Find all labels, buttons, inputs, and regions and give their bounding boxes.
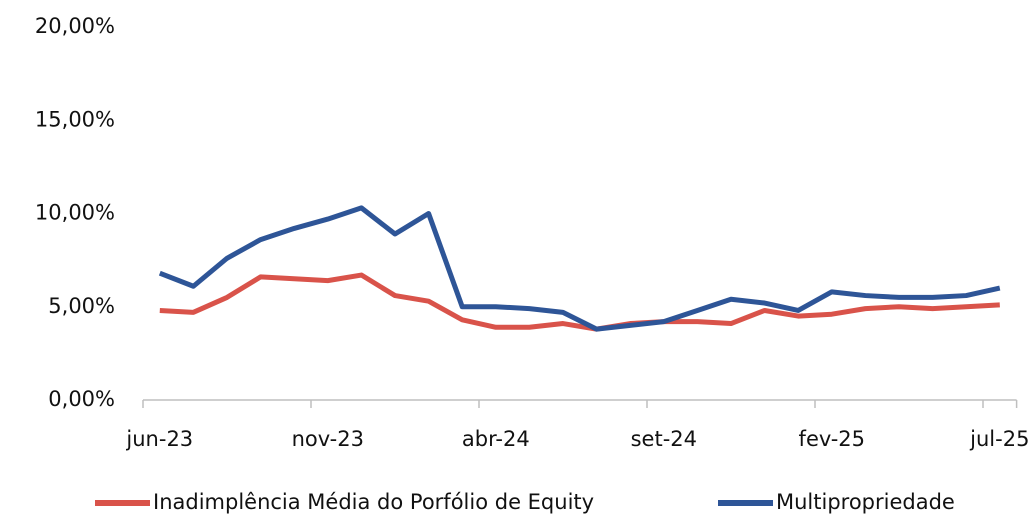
series-line bbox=[158, 205, 1001, 332]
y-tick-label: 0,00% bbox=[48, 387, 115, 411]
x-tick-label: fev-25 bbox=[799, 427, 865, 451]
legend-label: Multipropriedade bbox=[776, 490, 955, 514]
y-tick-label: 10,00% bbox=[35, 201, 115, 225]
x-tick-label: nov-23 bbox=[292, 427, 364, 451]
x-tick-label: abr-24 bbox=[462, 427, 530, 451]
x-tick-label: jul-25 bbox=[969, 427, 1029, 451]
legend-label: Inadimplência Média do Porfólio de Equit… bbox=[153, 490, 594, 514]
y-tick-label: 20,00% bbox=[35, 14, 115, 38]
y-tick-label: 15,00% bbox=[35, 107, 115, 131]
x-tick-label: jun-23 bbox=[125, 427, 193, 451]
series-line bbox=[159, 272, 1000, 332]
x-tick-label: set-24 bbox=[631, 427, 697, 451]
y-tick-label: 5,00% bbox=[48, 294, 115, 318]
